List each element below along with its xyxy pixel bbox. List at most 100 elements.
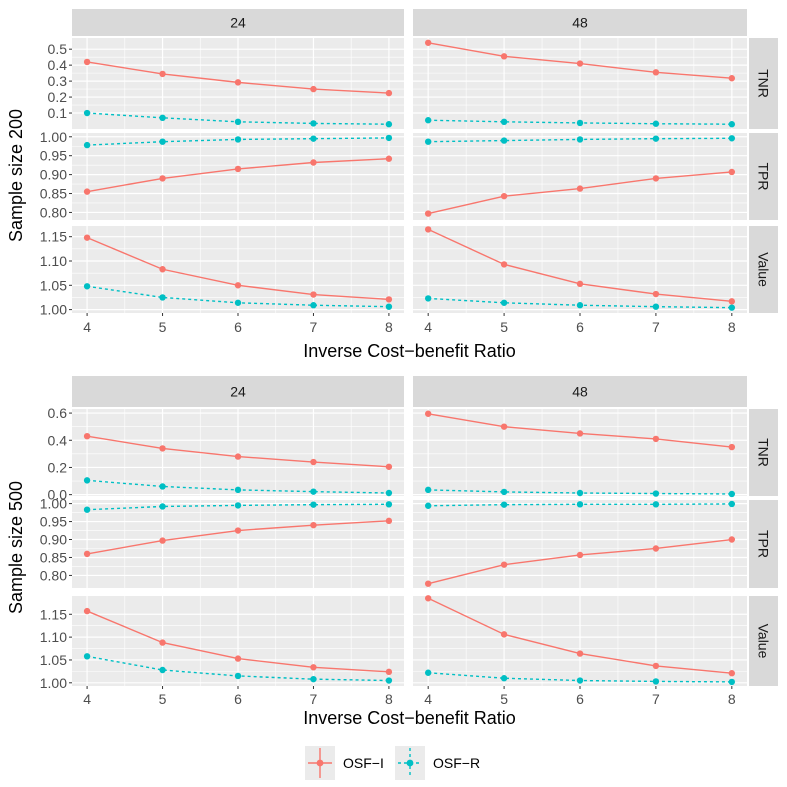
legend-point [406,759,414,767]
y-axis-title: Sample size 500 [6,481,26,614]
data-point-osf-i [652,662,660,670]
data-point-osf-i [500,53,508,60]
data-point-osf-r [310,135,317,142]
data-point-osf-r [234,118,242,126]
row-strip-bg [749,38,778,129]
data-point-osf-i [310,521,317,529]
data-point-osf-r [385,134,393,142]
panel [72,596,404,686]
data-point-osf-i [159,445,166,452]
data-point-osf-i [652,545,660,552]
row-strip-label: TNR [756,69,772,98]
legend-point [316,759,324,767]
data-point-osf-i [652,290,660,298]
row-strip-bg [749,409,778,496]
data-point-osf-r [728,121,736,128]
chart-block-1: 24 48TNR0.10.20.30.40.5TPR0.800.850.900.9… [6,9,778,361]
y-tick-label: 0.80 [40,567,67,583]
data-point-osf-i [385,668,393,676]
data-point-osf-i [424,210,432,217]
data-point-osf-r [424,486,432,494]
row-strip-label: TPR [756,530,772,558]
panel [72,409,404,497]
data-point-osf-r [652,120,660,127]
data-point-osf-r [500,299,508,306]
data-point-osf-i [159,175,166,182]
data-point-osf-i [500,631,508,638]
y-tick-label: 1.05 [40,277,67,293]
data-point-osf-i [83,234,91,241]
data-point-osf-i [576,280,584,288]
x-tick-label: 6 [234,691,242,707]
panel [413,409,747,498]
x-tick-label: 8 [728,691,736,707]
data-point-osf-r [424,502,432,509]
data-point-osf-r [385,501,393,508]
data-point-osf-i [424,410,432,417]
data-point-osf-r [83,283,91,290]
data-point-osf-i [424,226,432,233]
x-tick-label: 4 [424,691,432,707]
x-axis-title: Inverse Cost−benefit Ratio [303,708,516,728]
row-strip-bg [749,500,778,588]
data-point-osf-i [385,89,393,97]
row-strip-label: Value [756,624,772,659]
data-point-osf-i [424,39,432,46]
data-point-osf-i [576,551,584,559]
x-tick-label: 7 [310,691,318,707]
row-strip-bg [749,226,778,313]
y-tick-label: 0.5 [48,41,68,57]
data-point-osf-r [310,120,317,127]
y-tick-label: 0.4 [48,57,68,73]
y-tick-label: 1.15 [40,229,67,245]
data-point-osf-i [728,443,736,451]
data-point-osf-r [424,295,432,302]
x-tick-label: 8 [385,319,393,335]
data-point-osf-i [728,298,736,305]
x-tick-label: 6 [234,319,242,335]
data-point-osf-r [385,303,393,310]
data-point-osf-i [310,159,317,166]
x-tick-label: 4 [424,319,432,335]
data-point-osf-r [234,136,242,143]
data-point-osf-i [576,650,584,657]
y-tick-label: 0.3 [48,73,68,89]
x-tick-label: 5 [159,319,167,335]
y-tick-label: 0.0 [48,487,68,503]
chart-block-2: 24 48TNR0.00.20.40.6TPR0.800.850.900.951.… [6,376,778,728]
data-point-osf-r [576,302,584,309]
data-point-osf-r [500,137,508,144]
data-point-osf-i [310,85,317,93]
data-point-osf-r [424,669,432,676]
panel [413,500,747,588]
data-point-osf-r [652,303,660,310]
data-point-osf-r [728,500,736,508]
y-tick-label: 1.15 [40,606,67,622]
x-tick-label: 6 [576,691,584,707]
data-point-osf-r [500,675,508,682]
data-point-osf-r [310,488,317,495]
data-point-osf-r [576,136,584,143]
data-point-osf-r [576,119,584,127]
data-point-osf-i [500,423,508,430]
x-tick-label: 4 [83,691,91,707]
data-point-osf-r [385,121,393,128]
y-tick-label: 1.10 [40,629,67,645]
y-tick-label: 1.00 [40,129,67,145]
y-tick-label: 0.2 [48,89,68,105]
data-point-osf-r [728,304,736,311]
data-point-osf-i [83,432,91,440]
y-tick-label: 0.2 [48,459,68,475]
data-point-osf-i [385,517,393,525]
data-point-osf-r [159,114,166,122]
y-tick-label: 0.90 [40,532,67,548]
panel [72,226,404,313]
data-point-osf-i [652,175,660,182]
x-axis-title: Inverse Cost−benefit Ratio [303,341,516,361]
y-tick-label: 0.85 [40,549,67,565]
y-tick-label: 1.05 [40,652,67,668]
data-point-osf-r [234,486,242,494]
y-tick-label: 0.80 [40,204,67,220]
data-point-osf-i [234,282,242,289]
